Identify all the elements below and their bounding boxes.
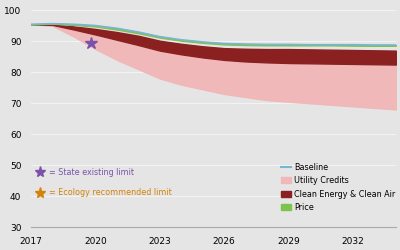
Text: = State existing limit: = State existing limit [49,168,134,177]
Legend: Baseline, Utility Credits, Clean Energy & Clean Air, Price: Baseline, Utility Credits, Clean Energy … [281,163,396,212]
Text: = Ecology recommended limit: = Ecology recommended limit [49,188,171,197]
